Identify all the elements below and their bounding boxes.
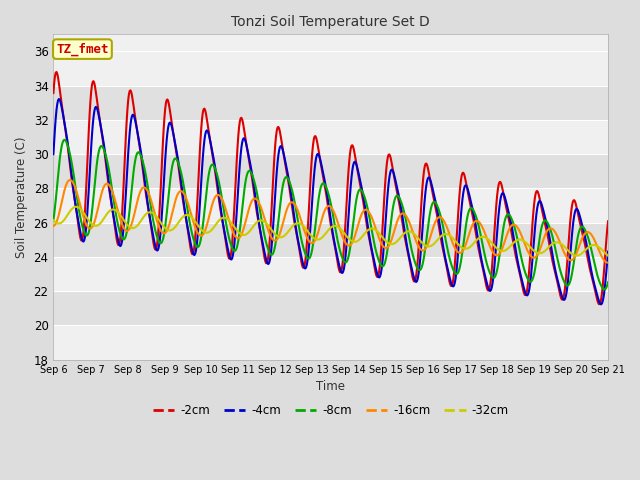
- Bar: [53, 325, 608, 360]
- X-axis label: Time: Time: [316, 380, 345, 393]
- Bar: [53, 189, 608, 223]
- Bar: [53, 223, 608, 257]
- Bar: [53, 257, 608, 291]
- Bar: [53, 120, 608, 154]
- Text: TZ_fmet: TZ_fmet: [56, 42, 109, 56]
- Bar: [53, 291, 608, 325]
- Title: Tonzi Soil Temperature Set D: Tonzi Soil Temperature Set D: [232, 15, 430, 29]
- Legend: -2cm, -4cm, -8cm, -16cm, -32cm: -2cm, -4cm, -8cm, -16cm, -32cm: [148, 400, 513, 422]
- Bar: [53, 86, 608, 120]
- Y-axis label: Soil Temperature (C): Soil Temperature (C): [15, 136, 28, 258]
- Bar: [53, 51, 608, 86]
- Bar: [53, 154, 608, 189]
